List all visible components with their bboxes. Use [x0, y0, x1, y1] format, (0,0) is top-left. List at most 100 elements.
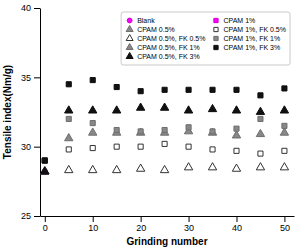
- series: [41, 127, 289, 174]
- point: [114, 144, 119, 149]
- legend-label: CPAM 1%, FK 3%: [223, 44, 280, 51]
- tick: 30: [21, 142, 40, 152]
- point: [136, 128, 144, 135]
- point: [186, 87, 191, 92]
- legend-box: [121, 12, 290, 65]
- tick: 40: [21, 3, 40, 13]
- legend-label: CPAM 1%: [223, 17, 255, 24]
- point: [113, 165, 121, 172]
- point: [256, 163, 264, 170]
- point: [114, 127, 119, 132]
- point: [114, 84, 119, 89]
- x-axis: 01020304050: [41, 216, 295, 233]
- point: [136, 103, 144, 110]
- series: [42, 78, 287, 164]
- point: [162, 141, 167, 146]
- point: [282, 148, 287, 153]
- legend-item: CPAM 0.5%: [126, 25, 175, 33]
- point: [113, 106, 121, 113]
- legend-item: CPAM 1%, FK 0.5%: [214, 26, 286, 33]
- point: [234, 148, 239, 153]
- point: [232, 106, 240, 113]
- series: [42, 116, 287, 163]
- point: [210, 129, 215, 134]
- legend-marker: [214, 27, 218, 31]
- point: [66, 116, 71, 121]
- axis-line: [41, 216, 295, 217]
- point: [280, 128, 288, 135]
- point: [208, 128, 216, 135]
- legend-item: CPAM 0.5%, FK 3%: [126, 52, 199, 60]
- tick-label: 50: [280, 223, 290, 233]
- tick: 40: [232, 216, 242, 233]
- point: [282, 123, 287, 128]
- point: [89, 106, 97, 113]
- legend-label: CPAM 1%, FK 1%: [223, 35, 280, 42]
- tick-line: [284, 216, 285, 222]
- legend-item: CPAM 1%, FK 3%: [214, 44, 280, 51]
- point: [258, 151, 263, 156]
- tick: 50: [280, 216, 290, 233]
- point: [184, 106, 192, 113]
- point: [232, 131, 240, 138]
- legend-marker: [214, 45, 218, 49]
- point: [41, 167, 49, 174]
- point: [184, 163, 192, 170]
- y-axis: 25303540: [21, 3, 41, 221]
- point: [42, 158, 47, 163]
- legend-item: CPAM 1%, FK 1%: [214, 35, 280, 42]
- series: [41, 163, 289, 174]
- point: [66, 147, 71, 152]
- tick: 0: [43, 216, 48, 233]
- axis-line: [40, 9, 41, 217]
- legend: Blank CPAM 0.5%CPAM 0.5%, FK 0.5% CPAM 0.5…: [121, 12, 290, 65]
- legend-label: CPAM 0.5%: [137, 26, 175, 33]
- y-axis-title: Tensile index(Nm/g): [2, 65, 13, 159]
- point: [65, 106, 73, 113]
- point: [160, 103, 168, 110]
- point: [41, 167, 49, 174]
- point: [90, 78, 95, 83]
- point: [280, 163, 288, 170]
- point: [136, 164, 144, 171]
- point: [282, 86, 287, 91]
- x-axis-title: Grinding number: [126, 236, 207, 247]
- tick-label: 30: [184, 223, 194, 233]
- series: [42, 141, 287, 163]
- tick: 20: [136, 216, 146, 233]
- legend-marker: [126, 25, 133, 31]
- chart: 0102030405025303540Grinding numberTensil…: [0, 0, 302, 250]
- legend-item: CPAM 0.5%, FK 1%: [126, 43, 199, 51]
- point: [186, 125, 191, 130]
- legend-item: CPAM 1%: [214, 17, 255, 24]
- point: [258, 93, 263, 98]
- tick: 25: [21, 211, 40, 221]
- point: [256, 129, 264, 136]
- legend-label: CPAM 0.5%, FK 1%: [137, 44, 200, 51]
- legend-item: CPAM 0.5%, FK 0.5%: [126, 34, 205, 42]
- point: [138, 89, 143, 94]
- point: [210, 147, 215, 152]
- tick-label: 25: [21, 211, 31, 221]
- tick-line: [141, 216, 142, 222]
- point: [160, 128, 168, 135]
- point: [186, 144, 191, 149]
- series: [41, 167, 49, 174]
- legend-marker: [214, 18, 218, 22]
- series: [42, 158, 47, 163]
- tick-label: 30: [21, 142, 31, 152]
- point: [90, 121, 95, 126]
- tick: 30: [184, 216, 194, 233]
- point: [90, 146, 95, 151]
- legend-item: Blank: [127, 17, 155, 24]
- tick-label: 20: [136, 223, 146, 233]
- point: [42, 158, 47, 163]
- point: [280, 106, 288, 113]
- legend-label: Blank: [137, 17, 155, 24]
- series: [41, 103, 289, 174]
- point: [160, 165, 168, 172]
- point: [234, 87, 239, 92]
- point: [162, 87, 167, 92]
- tick-line: [34, 77, 40, 78]
- legend-marker: [126, 34, 133, 40]
